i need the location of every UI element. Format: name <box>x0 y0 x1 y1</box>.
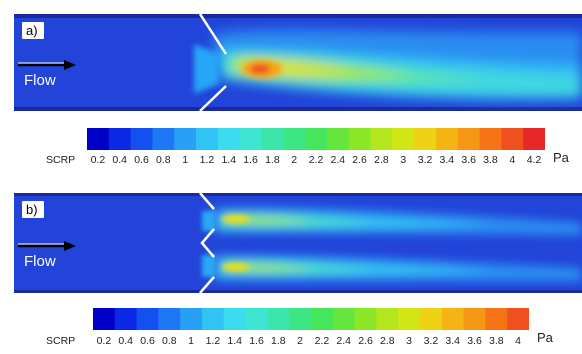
colorbar-swatch <box>158 308 181 330</box>
colorbar-tick-label: 3.2 <box>423 335 439 347</box>
colorbar-tick-label: 3.8 <box>483 154 498 166</box>
colorbar-tick-label: 3.6 <box>461 154 476 166</box>
colorbar-swatch <box>326 128 350 150</box>
colorbar-tick-label: 4 <box>515 335 522 347</box>
colorbar-swatch <box>441 308 465 330</box>
colorbar-swatch <box>130 128 153 150</box>
colorbar-swatch <box>136 308 159 330</box>
colorbar-tick-label: 2.4 <box>336 335 351 347</box>
contour-plot-b <box>14 193 582 293</box>
colorbar-tick-label: 0.2 <box>90 154 106 166</box>
colorbar-tick-label: 3.8 <box>488 335 504 347</box>
colorbar-swatch <box>348 128 372 150</box>
colorbar-swatch <box>261 128 284 150</box>
colorbar-tick-label: 2.2 <box>314 335 330 347</box>
colorbar-swatch <box>108 128 132 150</box>
colorbar-swatch <box>479 128 502 150</box>
contour-panel-b: b) Flow <box>14 193 582 293</box>
colorbar-tick-label: 2.2 <box>308 154 324 166</box>
colorbar-tick-label: 0.8 <box>156 154 171 166</box>
colorbar-tick-label: 0.4 <box>112 154 128 166</box>
colorbar-tick-label: 1.4 <box>221 154 237 166</box>
colorbar-swatch <box>420 308 443 330</box>
colorbar-tick-label: 0.6 <box>134 154 149 166</box>
colorbar-swatch <box>239 128 262 150</box>
colorbar-tick-label: 1.8 <box>270 335 286 347</box>
colorbar-swatch <box>305 128 328 150</box>
colorbar-a-name: SCRP <box>46 154 76 166</box>
colorbar-swatch <box>93 308 116 330</box>
colorbar-tick-label: 1.6 <box>249 335 264 347</box>
colorbar-swatch <box>180 308 203 330</box>
colorbar-tick-label: 0.6 <box>140 335 155 347</box>
colorbar-tick-label: 3.6 <box>467 335 482 347</box>
colorbar-tick-label: 1.8 <box>265 154 280 166</box>
colorbar-swatch <box>202 308 225 330</box>
colorbar-tick-label: 0.2 <box>96 335 112 347</box>
colorbar-tick-label: 2 <box>291 154 298 166</box>
colorbar-swatch <box>463 308 486 330</box>
contour-plot-a <box>14 14 582 111</box>
flow-arrow-icon <box>18 241 76 251</box>
colorbar-tick-label: 4.2 <box>526 154 542 166</box>
colorbar-tick-label: 3 <box>400 154 407 166</box>
colorbar-b-unit: Pa <box>537 330 553 345</box>
colorbar-tick-label: 4 <box>509 154 516 166</box>
colorbar-tick-label: 1.2 <box>205 335 221 347</box>
colorbar-tick-label: 3 <box>406 335 413 347</box>
colorbar-swatch <box>114 308 138 330</box>
colorbar-swatch <box>174 128 197 150</box>
colorbar-swatch <box>392 128 415 150</box>
colorbar-swatch <box>507 308 529 330</box>
flow-label-a: Flow <box>24 72 56 89</box>
colorbar-swatch <box>523 128 545 150</box>
colorbar-tick-label: 0.4 <box>118 335 133 347</box>
colorbar-swatch <box>289 308 312 330</box>
colorbar-swatch <box>223 308 247 330</box>
colorbar-swatch <box>485 308 508 330</box>
colorbar-tick-label: 1 <box>182 154 189 166</box>
colorbar-swatch <box>398 308 421 330</box>
colorbar-swatch <box>245 308 268 330</box>
colorbar-tick-label: 3.4 <box>445 335 460 347</box>
colorbar-swatch <box>267 308 290 330</box>
colorbar-tick-label: 2.6 <box>352 154 367 166</box>
colorbar-tick-label: 2.8 <box>379 335 395 347</box>
colorbar-swatch <box>283 128 306 150</box>
colorbar-swatch <box>311 308 334 330</box>
colorbar-swatch <box>196 128 219 150</box>
colorbar-tick-label: 1.4 <box>227 335 242 347</box>
colorbar-tick-label: 1.2 <box>199 154 215 166</box>
colorbar-swatch <box>354 308 377 330</box>
colorbar-swatch <box>501 128 524 150</box>
colorbar-b-gradient <box>93 308 529 330</box>
colorbar-swatch <box>152 128 175 150</box>
panel-label-b: b) <box>22 201 44 218</box>
contour-panel-a: a) Flow <box>14 14 582 111</box>
colorbar-tick-label: 1.6 <box>243 154 258 166</box>
colorbar-swatch <box>332 308 356 330</box>
flow-arrow-icon <box>18 60 76 70</box>
colorbar-swatch <box>376 308 399 330</box>
colorbar-swatch <box>457 128 481 150</box>
colorbar-tick-label: 3.2 <box>417 154 433 166</box>
panel-label-a: a) <box>22 22 44 39</box>
colorbar-tick-label: 2.6 <box>358 335 373 347</box>
colorbar-tick-label: 2.4 <box>330 154 346 166</box>
colorbar-tick-label: 0.8 <box>161 335 177 347</box>
colorbar-a-gradient <box>87 128 545 150</box>
colorbar-a-unit: Pa <box>553 150 569 165</box>
colorbar-tick-label: 2 <box>297 335 304 347</box>
colorbar-tick-label: 2.8 <box>374 154 389 166</box>
colorbar-swatch <box>414 128 437 150</box>
colorbar-swatch <box>217 128 241 150</box>
colorbar-tick-label: 1 <box>188 335 195 347</box>
colorbar-b-name: SCRP <box>46 335 76 347</box>
flow-label-b: Flow <box>24 253 56 270</box>
colorbar-swatch <box>435 128 459 150</box>
colorbar-tick-label: 3.4 <box>439 154 455 166</box>
colorbar-swatch <box>87 128 110 150</box>
colorbar-swatch <box>370 128 393 150</box>
